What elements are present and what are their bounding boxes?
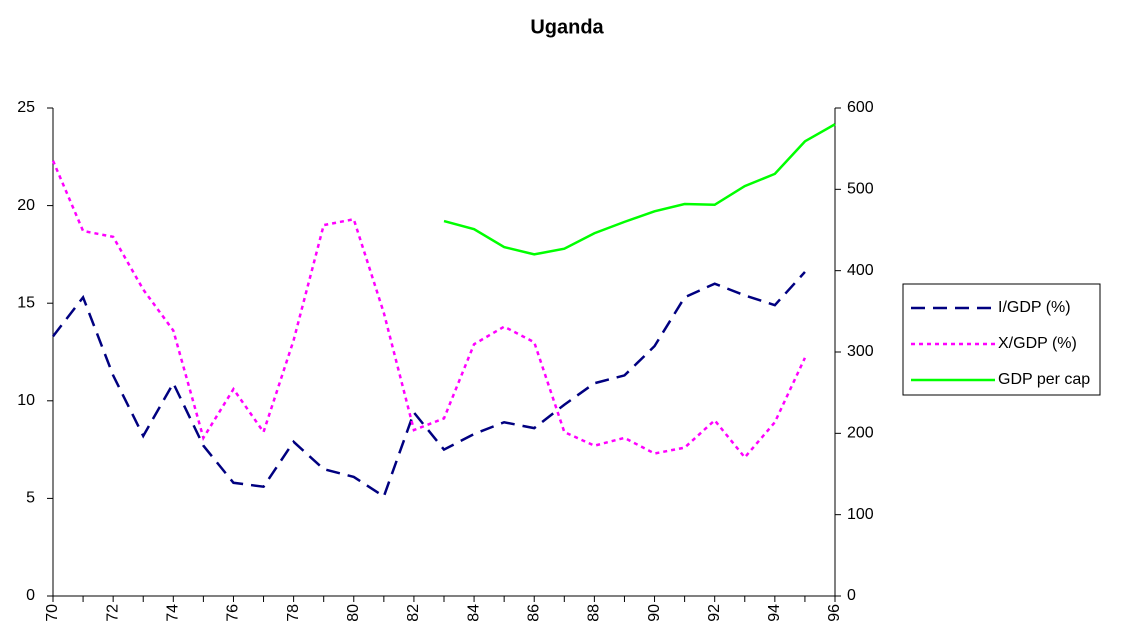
- y-tick-label: 15: [17, 294, 35, 311]
- y-tick-label: 20: [17, 197, 35, 214]
- y2-tick-label: 500: [847, 181, 874, 198]
- y2-tick-label: 400: [847, 262, 874, 279]
- x-tick-label: 92: [706, 604, 723, 622]
- legend-box: [902, 283, 1101, 396]
- series-line: [52, 271, 806, 499]
- x-tick-label: 90: [646, 604, 663, 622]
- y-tick-label: 10: [17, 392, 35, 409]
- legend-label: X/GDP (%): [998, 335, 1077, 352]
- x-tick-label: 76: [225, 604, 242, 622]
- series-line: [51, 160, 807, 460]
- y2-tick-label: 600: [847, 99, 874, 116]
- y2-tick-label: 200: [847, 425, 874, 442]
- x-tick-label: 72: [104, 604, 121, 622]
- series-line: [443, 123, 836, 256]
- y-tick-label: 5: [26, 490, 35, 507]
- x-tick-label: 84: [465, 604, 482, 622]
- x-tick-label: 94: [766, 604, 783, 622]
- x-tick-label: 96: [826, 604, 843, 622]
- x-tick-label: 82: [405, 604, 422, 622]
- x-tick-label: 78: [285, 604, 302, 622]
- y2-tick-label: 100: [847, 506, 874, 523]
- y-tick-label: 25: [17, 99, 35, 116]
- y2-tick-label: 300: [847, 343, 874, 360]
- x-tick-label: 80: [345, 604, 362, 622]
- legend-label: I/GDP (%): [998, 299, 1071, 316]
- x-tick-label: 88: [586, 604, 603, 622]
- x-tick-label: 74: [165, 604, 182, 622]
- x-tick-label: 86: [525, 604, 542, 622]
- y2-tick-label: 0: [847, 587, 856, 604]
- x-tick-label: 70: [44, 604, 61, 622]
- y-tick-label: 0: [26, 587, 35, 604]
- legend-label: GDP per cap: [998, 371, 1090, 388]
- chart-title: Uganda: [530, 16, 604, 38]
